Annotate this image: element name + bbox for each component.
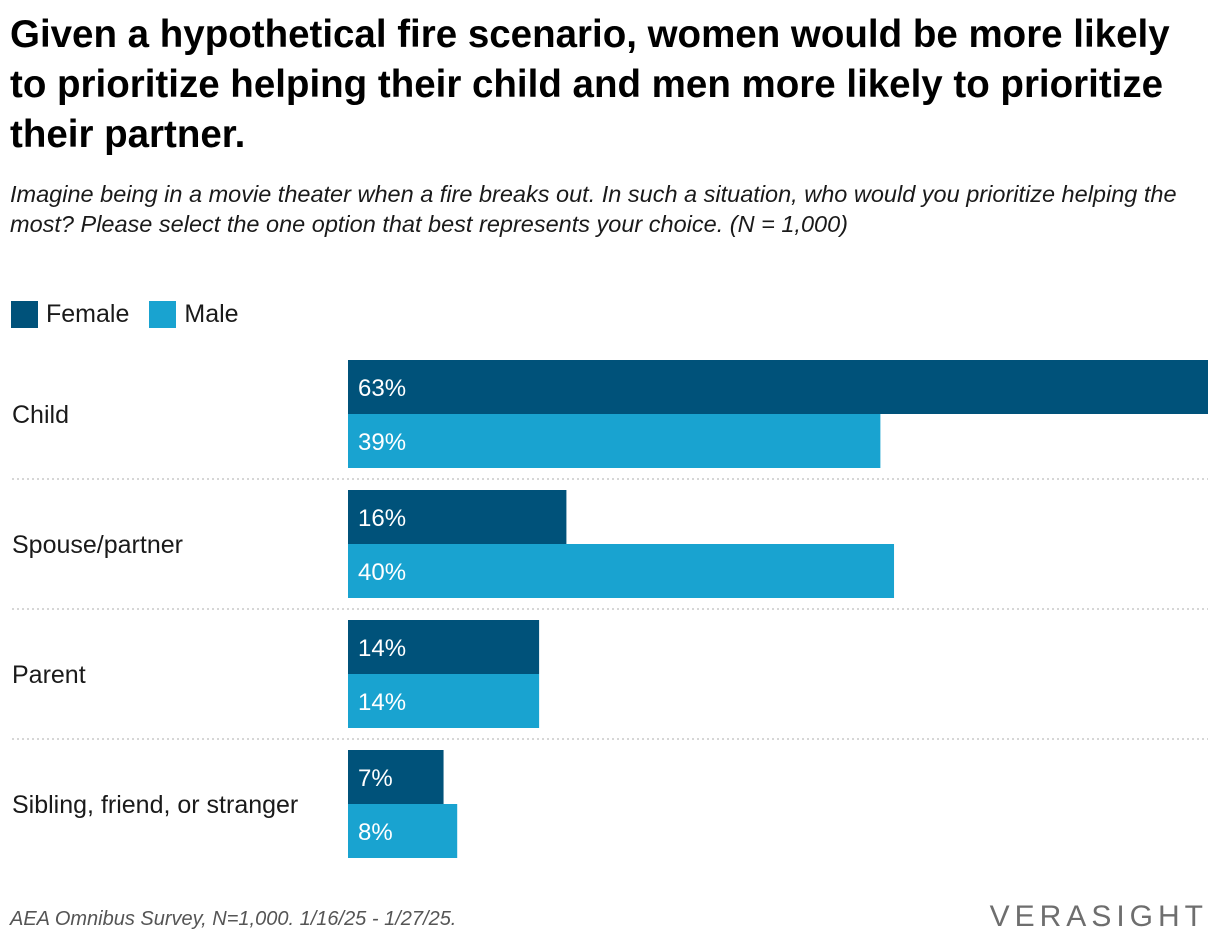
bar-female-child	[348, 360, 1208, 414]
chart-title: Given a hypothetical fire scenario, wome…	[10, 13, 1170, 156]
data-label-male-sibling-friend-or-stranger: 8%	[358, 819, 393, 846]
data-label-female-child: 63%	[358, 375, 406, 402]
legend-label-female: Female	[46, 300, 130, 328]
category-label-spouse-partner: Spouse/partner	[12, 531, 183, 559]
bar-female-parent	[348, 620, 540, 674]
category-label-parent: Parent	[12, 661, 86, 689]
bar-male-parent	[348, 674, 540, 728]
data-label-male-parent: 14%	[358, 689, 406, 716]
verasight-logo: VERASIGHT	[989, 900, 1208, 933]
data-label-male-spouse-partner: 40%	[358, 559, 406, 586]
category-label-sibling-friend-or-stranger: Sibling, friend, or stranger	[12, 791, 298, 819]
legend-item-male: Male	[149, 300, 239, 329]
source-note: AEA Omnibus Survey, N=1,000. 1/16/25 - 1…	[10, 908, 457, 930]
bar-female-spouse-partner	[348, 490, 567, 544]
bar-female-sibling-friend-or-stranger	[348, 750, 444, 804]
data-label-male-child: 39%	[358, 429, 406, 456]
bar-male-spouse-partner	[348, 544, 895, 598]
category-label-child: Child	[12, 401, 69, 429]
data-label-female-spouse-partner: 16%	[358, 505, 406, 532]
bar-male-sibling-friend-or-stranger	[348, 804, 458, 858]
bar-male-child	[348, 414, 881, 468]
legend-item-female: Female	[11, 300, 129, 329]
legend-swatch-female	[11, 301, 38, 328]
bar-chart: Child 63% 39% Spouse/partner 16% 40% Parent 14%…	[12, 360, 1208, 858]
legend: Female Male	[11, 300, 259, 329]
legend-swatch-male	[149, 301, 177, 328]
data-label-female-parent: 14%	[358, 635, 406, 662]
legend-label-male: Male	[184, 300, 239, 328]
chart-subtitle: Imagine being in a movie theater when a …	[10, 181, 1177, 237]
data-label-female-sibling-friend-or-stranger: 7%	[358, 765, 393, 792]
